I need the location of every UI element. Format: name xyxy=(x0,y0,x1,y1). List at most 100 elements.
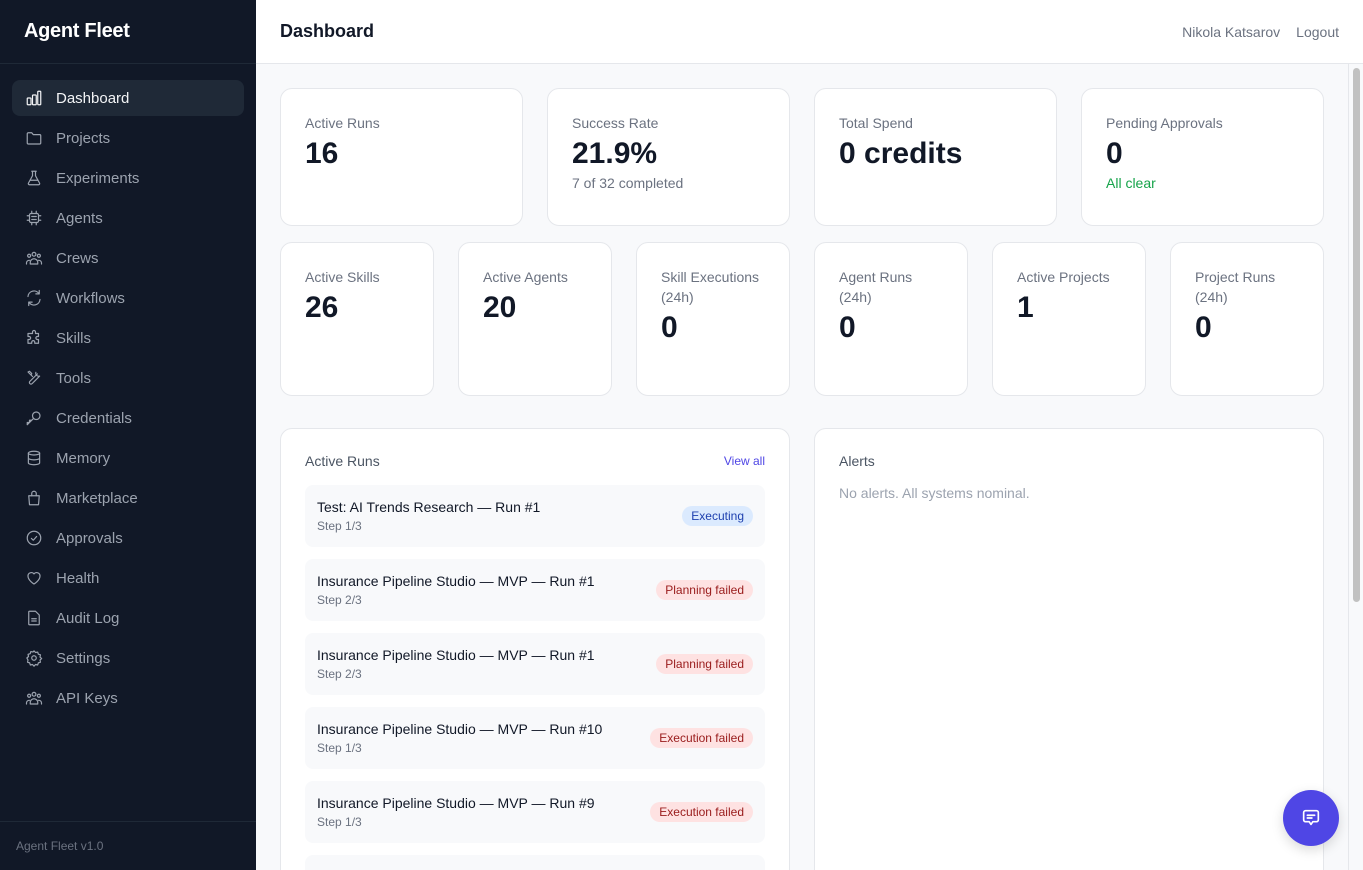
flask-icon xyxy=(25,169,43,187)
active-runs-panel: Active Runs View all Test: AI Trends Res… xyxy=(280,428,790,870)
stat-card-agent-runs: Agent Runs (24h) 0 xyxy=(814,242,968,396)
logout-button[interactable]: Logout xyxy=(1296,23,1339,40)
status-badge: Execution failed xyxy=(650,802,753,822)
stat-value: 1 xyxy=(1017,291,1034,324)
document-icon xyxy=(25,609,43,627)
run-list-item[interactable]: Insurance Pipeline Studio — MVP — Run #9… xyxy=(305,781,765,843)
sidebar-item-crews[interactable]: Crews xyxy=(12,240,244,276)
chat-button[interactable] xyxy=(1283,790,1339,846)
top-bar: Dashboard Nikola Katsarov Logout xyxy=(256,0,1363,64)
sidebar-item-memory[interactable]: Memory xyxy=(12,440,244,476)
sidebar-item-label: Crews xyxy=(56,249,99,267)
stat-card-success-rate: Success Rate 21.9% 7 of 32 completed xyxy=(547,88,790,226)
sidebar-item-label: Skills xyxy=(56,329,92,347)
sidebar-item-approvals[interactable]: Approvals xyxy=(12,520,244,556)
sidebar-item-audit-log[interactable]: Audit Log xyxy=(12,600,244,636)
stat-label: Active Runs xyxy=(305,115,380,131)
status-badge: Planning failed xyxy=(656,654,753,674)
sidebar-item-label: Credentials xyxy=(56,409,132,427)
stat-subtext: All clear xyxy=(1106,175,1156,191)
stat-card-skill-executions: Skill Executions (24h) 0 xyxy=(636,242,790,396)
status-badge: Executing xyxy=(682,506,753,526)
sidebar-item-credentials[interactable]: Credentials xyxy=(12,400,244,436)
stat-value: 0 credits xyxy=(839,137,963,170)
app-logo[interactable]: Agent Fleet xyxy=(0,0,256,64)
gear-icon xyxy=(25,649,43,667)
stat-card-active-skills: Active Skills 26 xyxy=(280,242,434,396)
stat-label: Active Agents xyxy=(483,269,568,285)
sidebar-item-label: Agents xyxy=(56,209,103,227)
stat-card-active-projects: Active Projects 1 xyxy=(992,242,1146,396)
run-step: Step 2/3 xyxy=(317,667,362,681)
view-all-link[interactable]: View all xyxy=(723,454,765,468)
page-title: Dashboard xyxy=(280,21,375,41)
stat-value: 16 xyxy=(305,137,339,170)
stat-label: Active Projects xyxy=(1017,269,1110,285)
stat-value: 0 xyxy=(1195,311,1212,344)
stat-label: Skill Executions (24h) xyxy=(661,269,760,305)
sidebar-item-dashboard[interactable]: Dashboard xyxy=(12,80,244,116)
stat-subtext: 7 of 32 completed xyxy=(572,175,684,191)
stats-row-primary: Active Runs 16 Success Rate 21.9% 7 of 3… xyxy=(280,88,1324,226)
sidebar-item-label: Memory xyxy=(56,449,111,467)
sidebar-item-label: Projects xyxy=(56,129,111,147)
sidebar-item-tools[interactable]: Tools xyxy=(12,360,244,396)
refresh-icon xyxy=(25,289,43,307)
run-step: Step 2/3 xyxy=(317,593,362,607)
run-name: Insurance Pipeline Studio — MVP — Run #1 xyxy=(317,573,595,589)
bar-chart-icon xyxy=(25,89,43,107)
sidebar-item-label: Approvals xyxy=(56,529,123,547)
stat-card-active-agents: Active Agents 20 xyxy=(458,242,612,396)
sidebar-item-settings[interactable]: Settings xyxy=(12,640,244,676)
stat-card-total-spend: Total Spend 0 credits xyxy=(814,88,1057,226)
run-name: Insurance Pipeline Studio — MVP — Run #1… xyxy=(317,721,603,737)
alerts-empty-message: No alerts. All systems nominal. xyxy=(839,485,1030,501)
sidebar-item-label: Tools xyxy=(56,369,92,387)
main-scrollbar[interactable] xyxy=(1348,64,1363,870)
stat-label: Active Skills xyxy=(305,269,380,285)
sidebar-item-marketplace[interactable]: Marketplace xyxy=(12,480,244,516)
panel-title: Alerts xyxy=(839,453,875,469)
status-badge: Execution failed xyxy=(650,728,753,748)
run-list-item[interactable]: Insurance Pipeline Studio — MVP — Run #1… xyxy=(305,559,765,621)
cpu-chip-icon xyxy=(25,209,43,227)
sidebar-item-api-keys[interactable]: API Keys xyxy=(12,680,244,716)
run-list-item[interactable] xyxy=(305,855,765,870)
run-name: Test: AI Trends Research — Run #1 xyxy=(317,499,541,515)
wrench-screwdriver-icon xyxy=(25,369,43,387)
stat-card-active-runs: Active Runs 16 xyxy=(280,88,523,226)
stat-label: Success Rate xyxy=(572,115,659,131)
sidebar-nav: Dashboard Projects Experiments Agents Cr… xyxy=(0,64,256,821)
dashboard-panels: Active Runs View all Test: AI Trends Res… xyxy=(280,428,1324,870)
database-icon xyxy=(25,449,43,467)
sidebar-item-skills[interactable]: Skills xyxy=(12,320,244,356)
sidebar-item-label: Health xyxy=(56,569,100,587)
stat-label: Agent Runs (24h) xyxy=(839,269,913,305)
puzzle-icon xyxy=(25,329,43,347)
stat-value: 21.9% xyxy=(572,137,658,170)
stat-value: 0 xyxy=(839,311,856,344)
stat-value: 26 xyxy=(305,291,339,324)
sidebar-item-health[interactable]: Health xyxy=(12,560,244,596)
alerts-panel: Alerts No alerts. All systems nominal. xyxy=(814,428,1324,870)
panel-header: Alerts xyxy=(839,453,1299,469)
run-list-item[interactable]: Insurance Pipeline Studio — MVP — Run #1… xyxy=(305,633,765,695)
stat-card-pending-approvals: Pending Approvals 0 All clear xyxy=(1081,88,1324,226)
user-group-icon xyxy=(25,689,43,707)
scrollbar-thumb[interactable] xyxy=(1353,68,1360,602)
user-menu: Nikola Katsarov Logout xyxy=(1182,24,1339,40)
run-list-item[interactable]: Insurance Pipeline Studio — MVP — Run #1… xyxy=(305,707,765,769)
heart-icon xyxy=(25,569,43,587)
panel-title: Active Runs xyxy=(305,453,380,469)
sidebar: Agent Fleet Dashboard Projects Experimen… xyxy=(0,0,256,870)
sidebar-item-agents[interactable]: Agents xyxy=(12,200,244,236)
run-list-item[interactable]: Test: AI Trends Research — Run #1 Step 1/… xyxy=(305,485,765,547)
stats-row-secondary: Active Skills 26 Active Agents 20 Skill … xyxy=(280,242,1324,396)
run-step: Step 1/3 xyxy=(317,815,362,829)
sidebar-item-experiments[interactable]: Experiments xyxy=(12,160,244,196)
sidebar-item-workflows[interactable]: Workflows xyxy=(12,280,244,316)
user-name[interactable]: Nikola Katsarov xyxy=(1182,23,1281,40)
run-step: Step 1/3 xyxy=(317,741,362,755)
sidebar-item-label: Workflows xyxy=(56,289,125,307)
sidebar-item-projects[interactable]: Projects xyxy=(12,120,244,156)
